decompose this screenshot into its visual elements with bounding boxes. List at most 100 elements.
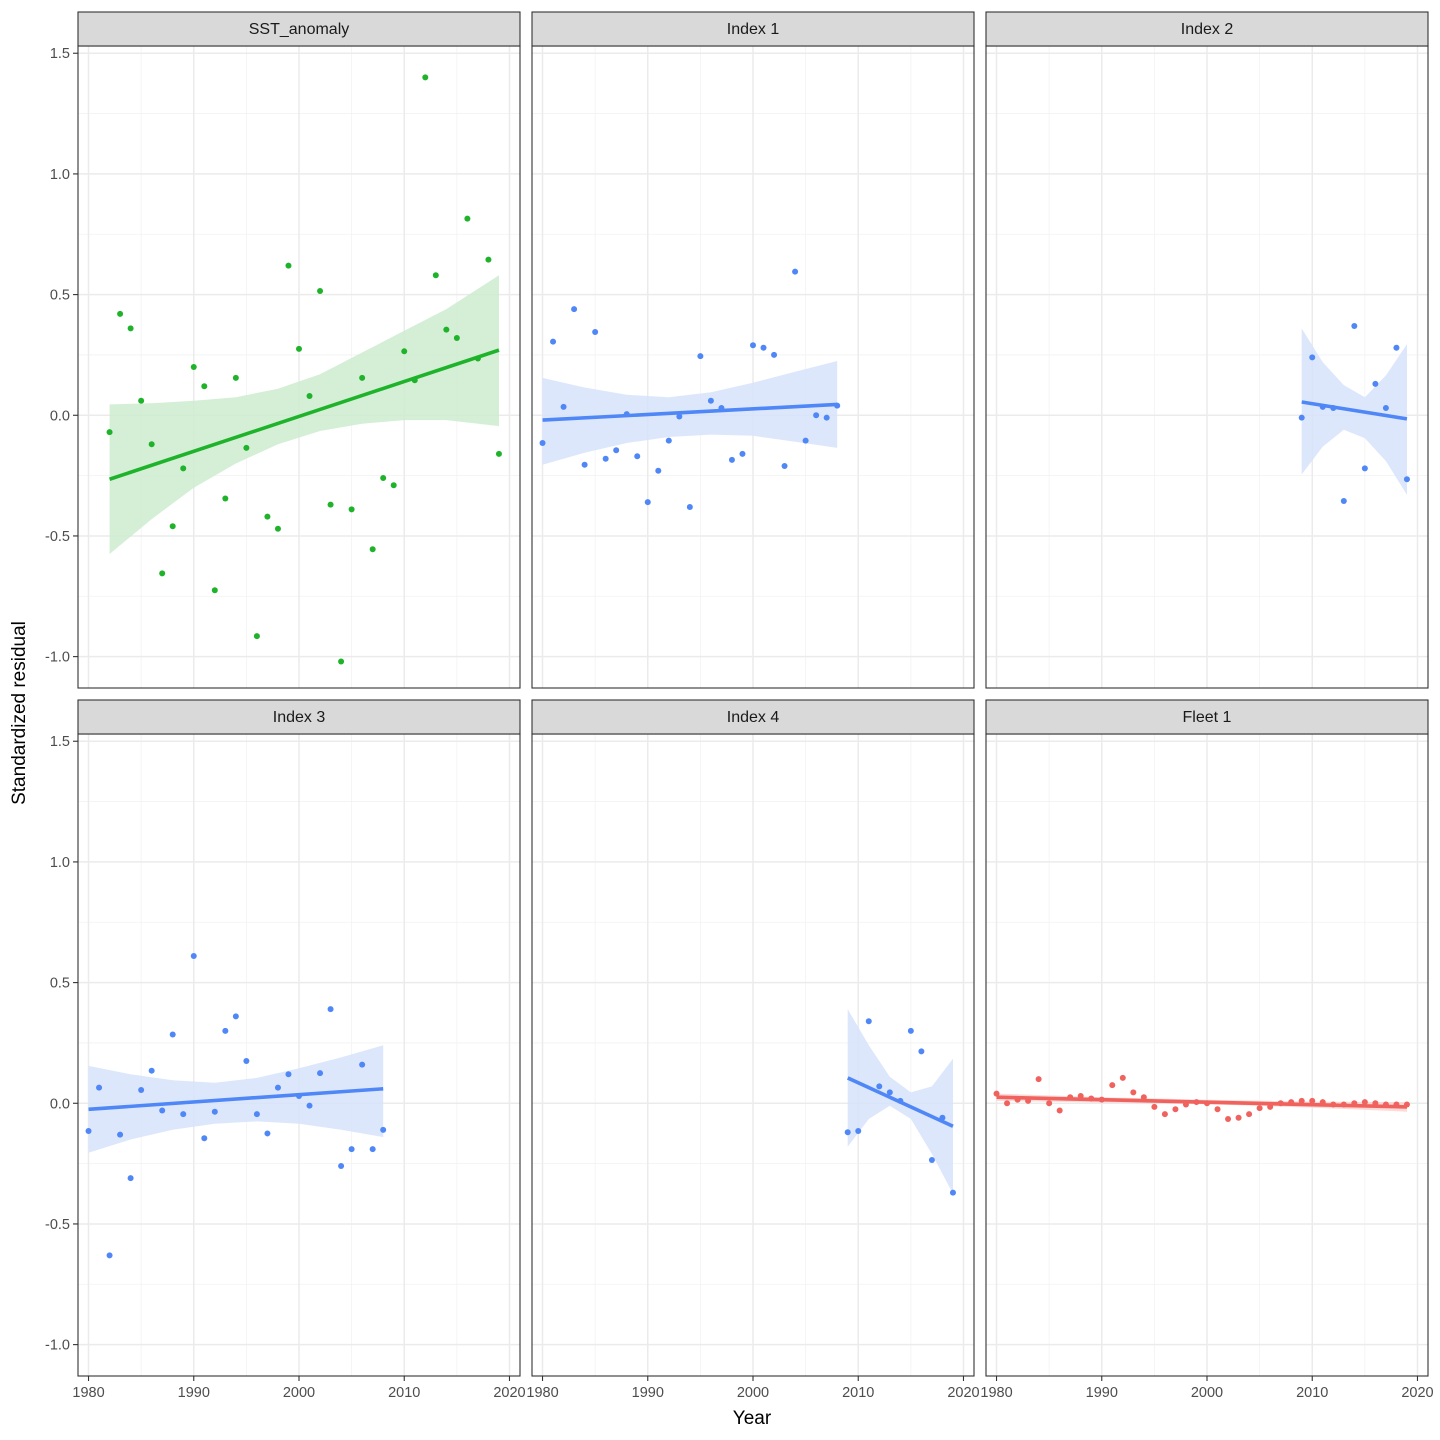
data-point xyxy=(359,1061,366,1068)
y-tick-label: 1.0 xyxy=(50,855,70,871)
y-tick-label: 1.0 xyxy=(50,167,70,183)
facet-title: SST_anomaly xyxy=(249,21,350,38)
data-point xyxy=(918,1048,925,1055)
data-point xyxy=(348,506,355,513)
facet-strip xyxy=(77,699,521,735)
x-tick-label: 2000 xyxy=(1191,1385,1223,1401)
data-point xyxy=(264,513,271,520)
data-point xyxy=(1403,476,1410,483)
data-point xyxy=(401,348,408,355)
facet-title: Index 1 xyxy=(727,21,780,38)
x-tick-label: 2010 xyxy=(388,1385,420,1401)
data-point xyxy=(1225,1115,1232,1122)
data-point xyxy=(1298,414,1305,421)
data-point xyxy=(359,374,366,381)
data-point xyxy=(169,1031,176,1038)
data-point xyxy=(1235,1114,1242,1121)
trend-line xyxy=(109,348,500,481)
data-point xyxy=(760,344,767,351)
data-point xyxy=(369,546,376,553)
facet-strip xyxy=(531,11,975,47)
data-point xyxy=(117,310,124,317)
data-point xyxy=(949,1189,956,1196)
data-point xyxy=(96,1084,103,1091)
data-point xyxy=(1151,1103,1158,1110)
panels-layer: SST_anomaly -1.0 -0.5 0.0 0.5 1.0 1.5 Index 1 In… xyxy=(45,11,1434,1401)
trend-line xyxy=(88,1086,384,1112)
trend-line xyxy=(542,402,838,422)
data-point xyxy=(443,326,450,333)
x-tick-label: 1990 xyxy=(632,1385,664,1401)
data-point xyxy=(1172,1106,1179,1113)
data-point xyxy=(264,1130,271,1137)
data-point xyxy=(823,414,830,421)
x-tick-label: 1980 xyxy=(980,1385,1012,1401)
x-tick-label: 1980 xyxy=(526,1385,558,1401)
y-axis-title: Standardized residual xyxy=(9,621,30,805)
data-point xyxy=(159,1107,166,1114)
data-point xyxy=(665,437,672,444)
data-point xyxy=(338,1163,345,1170)
data-point xyxy=(750,342,756,349)
data-point xyxy=(571,306,578,313)
data-point xyxy=(1256,1105,1263,1112)
data-point xyxy=(781,462,788,469)
x-axis-title: Year xyxy=(733,1408,772,1429)
data-point xyxy=(190,364,197,370)
data-point xyxy=(739,450,746,457)
data-point xyxy=(928,1156,935,1163)
data-point xyxy=(813,412,820,419)
data-point xyxy=(1119,1074,1126,1081)
y-tick-label: 0.0 xyxy=(50,1096,70,1112)
data-point xyxy=(338,658,345,665)
facet-strip xyxy=(985,11,1429,47)
data-point xyxy=(560,403,567,410)
data-point xyxy=(222,495,229,502)
data-point xyxy=(138,1086,145,1093)
data-point xyxy=(602,455,609,462)
x-tick-label: 1980 xyxy=(72,1385,104,1401)
data-point xyxy=(865,1018,872,1025)
data-point xyxy=(676,413,683,420)
data-point xyxy=(253,633,260,640)
facet-strip xyxy=(77,11,521,47)
data-point xyxy=(613,447,620,454)
data-point xyxy=(907,1027,914,1034)
data-point xyxy=(1130,1089,1137,1096)
data-point xyxy=(127,325,134,332)
data-point xyxy=(707,397,714,404)
data-point xyxy=(550,338,557,345)
data-point xyxy=(327,501,334,508)
data-point xyxy=(211,587,218,594)
data-point xyxy=(169,523,176,530)
panel-1: Index 1 xyxy=(531,11,975,689)
panel-2: Index 2 xyxy=(985,11,1429,689)
data-point xyxy=(211,1108,218,1115)
data-point xyxy=(180,465,187,472)
data-point xyxy=(232,374,239,381)
data-point xyxy=(348,1146,355,1153)
data-point xyxy=(1382,405,1389,412)
data-point xyxy=(390,482,397,489)
data-point xyxy=(317,1070,324,1077)
data-point xyxy=(274,1084,281,1091)
data-point xyxy=(369,1146,376,1153)
data-point xyxy=(1109,1082,1116,1089)
data-point xyxy=(1056,1107,1063,1114)
data-point xyxy=(1214,1106,1221,1113)
data-point xyxy=(1372,380,1379,387)
data-point xyxy=(243,444,250,451)
data-point xyxy=(792,268,799,275)
y-tick-label: -0.5 xyxy=(45,529,70,545)
x-tick-label: 2000 xyxy=(283,1385,315,1401)
data-point xyxy=(464,215,471,222)
y-tick-label: 0.5 xyxy=(50,288,70,304)
data-point xyxy=(1309,1097,1316,1104)
x-tick-label: 1990 xyxy=(178,1385,210,1401)
x-tick-label: 2010 xyxy=(1296,1385,1328,1401)
data-point xyxy=(1361,1099,1368,1106)
data-point xyxy=(1340,497,1347,504)
panel-3: Index 3 -1.0 -0.5 0.0 0.5 1.0 1.5 1980 1990 2000 2… xyxy=(45,699,526,1401)
data-point xyxy=(222,1027,229,1034)
data-point xyxy=(306,1102,313,1109)
